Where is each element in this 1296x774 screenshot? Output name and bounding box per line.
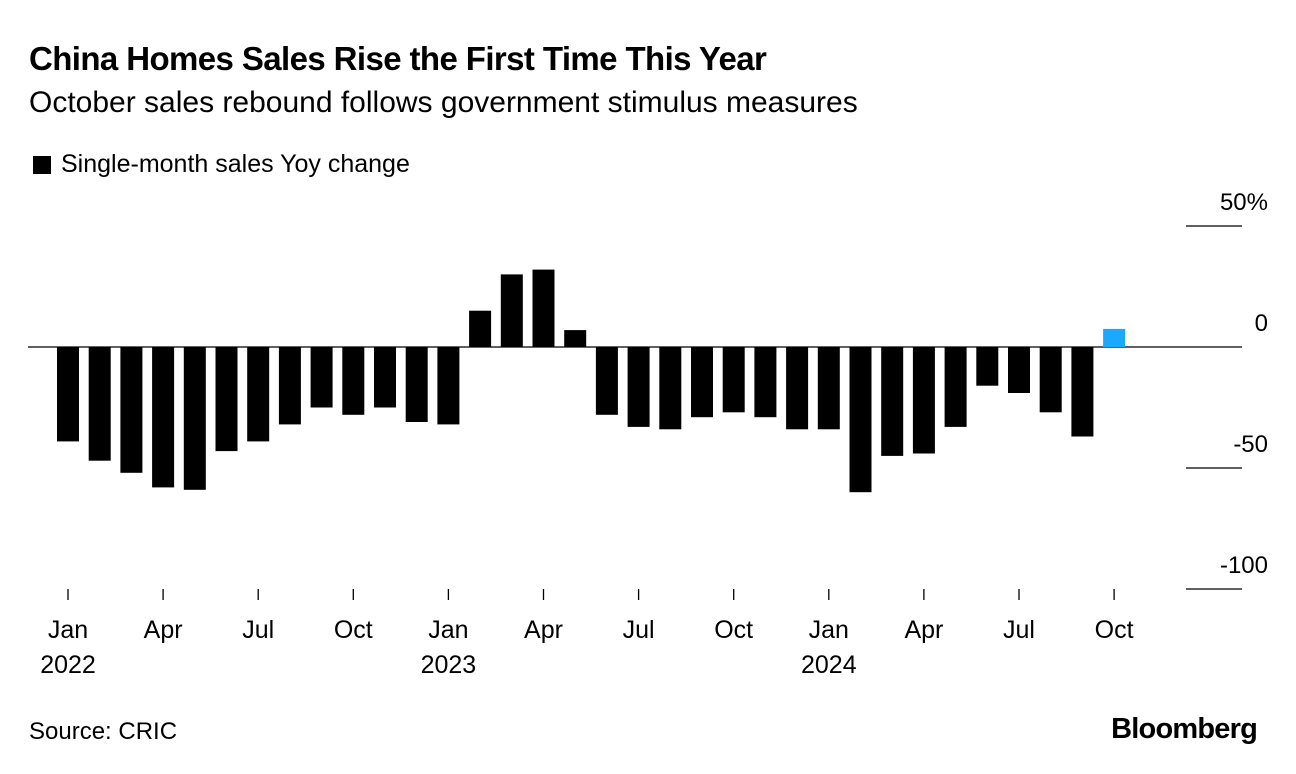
bar: [57, 347, 79, 442]
bar: [722, 347, 745, 413]
bar: [786, 347, 809, 430]
source-note: Source: CRIC: [29, 718, 178, 745]
bar: [817, 347, 840, 430]
bar: [1103, 328, 1126, 347]
x-tick-label: Jan: [428, 616, 468, 644]
y-tick-label: -100: [1220, 552, 1268, 579]
bar: [912, 347, 935, 454]
x-tick-label: Oct: [714, 616, 753, 644]
bar: [278, 347, 301, 425]
bar: [595, 347, 618, 415]
legend-swatch: [33, 155, 51, 174]
x-tick-label: Jul: [1003, 616, 1035, 644]
bar: [437, 347, 460, 425]
bar: [1008, 347, 1030, 393]
bar: [564, 330, 587, 347]
x-tick-year-label: 2022: [40, 651, 96, 679]
x-tick-label: Oct: [1095, 616, 1134, 644]
bar: [627, 347, 650, 427]
chart-title: China Homes Sales Rise the First Time Th…: [29, 40, 767, 77]
bar: [976, 347, 999, 386]
bar: [500, 274, 523, 347]
bar: [1039, 347, 1062, 413]
bar: [215, 347, 238, 452]
x-tick-label: Jul: [242, 616, 274, 644]
x-tick-year-label: 2024: [801, 651, 857, 679]
x-tick-label: Apr: [144, 616, 183, 644]
x-tick-label: Jan: [48, 616, 88, 644]
bar: [183, 347, 206, 490]
bar: [405, 347, 428, 422]
bar: [247, 347, 270, 442]
y-tick-label: 50%: [1220, 189, 1268, 216]
bar: [310, 347, 333, 408]
legend-label: Single-month sales Yoy change: [61, 150, 410, 178]
bar: [88, 347, 111, 461]
bar: [1071, 347, 1094, 437]
bar: [532, 269, 555, 347]
bar: [754, 347, 777, 418]
y-tick-label: 0: [1255, 310, 1268, 337]
chart-subtitle: October sales rebound follows government…: [29, 86, 858, 119]
legend: Single-month sales Yoy change: [33, 150, 410, 179]
bloomberg-logo: Bloomberg: [1111, 713, 1258, 745]
bar: [120, 347, 143, 473]
bar: [691, 347, 713, 418]
y-tick-label: -50: [1233, 431, 1268, 458]
x-tick-label: Apr: [904, 616, 943, 644]
bar: [849, 347, 872, 493]
x-tick-label: Oct: [334, 616, 373, 644]
bar: [469, 310, 492, 347]
bar: [374, 347, 396, 408]
x-tick-year-label: 2023: [421, 651, 477, 679]
bar: [152, 347, 175, 488]
bar: [342, 347, 365, 415]
bar: [944, 347, 967, 427]
bar: [881, 347, 904, 456]
bar: [659, 347, 682, 430]
x-tick-label: Jan: [809, 616, 849, 644]
x-tick-label: Jul: [623, 616, 655, 644]
x-tick-label: Apr: [524, 616, 563, 644]
